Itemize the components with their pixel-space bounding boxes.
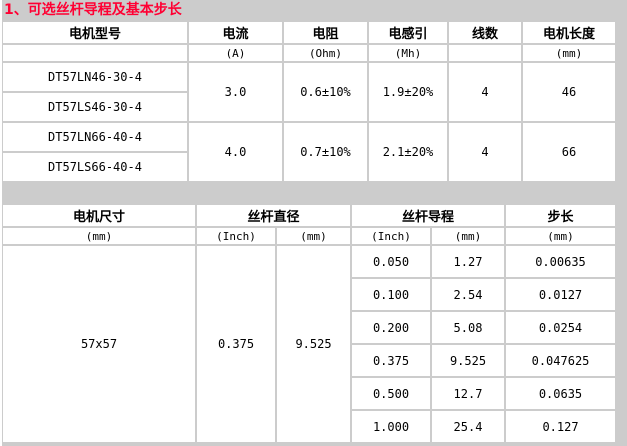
cell-lead-mm: 1.27 (432, 246, 504, 277)
col-header-motor-size: 电机尺寸 (3, 205, 195, 226)
cell-step-length: 0.127 (506, 411, 615, 442)
cell-lead-mm: 12.7 (432, 378, 504, 409)
col-header-current: 电流 (189, 22, 282, 43)
cell-current: 4.0 (189, 123, 282, 181)
cell-inductance: 1.9±20% (369, 63, 447, 121)
cell-wire-count: 4 (449, 63, 521, 121)
cell-step-length: 0.00635 (506, 246, 615, 277)
cell-step-length: 0.0254 (506, 312, 615, 343)
table-row: DT57LS66-40-4 (3, 153, 615, 181)
col-header-wire-count: 线数 (449, 22, 521, 43)
unit-lead-mm: (mm) (432, 228, 504, 244)
cell-lead-inch: 0.200 (352, 312, 430, 343)
table-row: 1.000 25.4 0.127 (3, 411, 615, 442)
cell-lead-inch: 0.050 (352, 246, 430, 277)
unit-wire-count (449, 45, 521, 61)
cell-model: DT57LN66-40-4 (3, 123, 187, 151)
motor-spec-header-row: 电机型号 电流 电阻 电感引 线数 电机长度 (3, 22, 615, 43)
table-row: 57x57 0.375 9.525 0.050 1.27 0.00635 (3, 246, 615, 442)
table-row: 0.500 12.7 0.0635 (3, 378, 615, 409)
table-row: 0.375 9.525 0.047625 (3, 345, 615, 376)
cell-motor-length: 46 (523, 63, 615, 121)
cell-diameter-inch: 0.375 (197, 246, 275, 442)
unit-diameter-inch: (Inch) (197, 228, 275, 244)
cell-motor-length: 66 (523, 123, 615, 181)
table-gap (0, 183, 627, 203)
table-row: 0.200 5.08 0.0254 (3, 312, 615, 343)
unit-current: (A) (189, 45, 282, 61)
col-header-inductance: 电感引 (369, 22, 447, 43)
cell-wire-count: 4 (449, 123, 521, 181)
cell-resistance: 0.7±10% (284, 123, 367, 181)
col-header-screw-lead: 丝杆导程 (352, 205, 504, 226)
cell-inductance: 2.1±20% (369, 123, 447, 181)
col-header-step-length: 步长 (506, 205, 615, 226)
cell-lead-mm: 2.54 (432, 279, 504, 310)
unit-step-length: (mm) (506, 228, 615, 244)
motor-spec-table: 电机型号 电流 电阻 电感引 线数 电机长度 (A) (Ohm) (Mh) (m… (1, 20, 617, 183)
table-row: DT57LS46-30-4 (3, 93, 615, 121)
cell-diameter-mm: 9.525 (277, 246, 350, 442)
cell-step-length: 0.0127 (506, 279, 615, 310)
unit-motor-model (3, 45, 187, 61)
left-edge-highlight (0, 0, 2, 446)
table-row: DT57LN46-30-4 3.0 0.6±10% 1.9±20% 4 46 (3, 63, 615, 121)
cell-step-length: 0.047625 (506, 345, 615, 376)
col-header-screw-diameter: 丝杆直径 (197, 205, 350, 226)
section-title: 1、可选丝杆导程及基本步长 (4, 2, 182, 18)
cell-model: DT57LN46-30-4 (3, 63, 187, 91)
cell-motor-size: 57x57 (3, 246, 195, 442)
unit-diameter-mm: (mm) (277, 228, 350, 244)
cell-step-length: 0.0635 (506, 378, 615, 409)
cell-resistance: 0.6±10% (284, 63, 367, 121)
col-header-resistance: 电阻 (284, 22, 367, 43)
screw-lead-units-row: (mm) (Inch) (mm) (Inch) (mm) (mm) (3, 228, 615, 244)
cell-lead-mm: 25.4 (432, 411, 504, 442)
unit-lead-inch: (Inch) (352, 228, 430, 244)
table-row: 0.100 2.54 0.0127 (3, 279, 615, 310)
col-header-motor-model: 电机型号 (3, 22, 187, 43)
cell-lead-inch: 0.500 (352, 378, 430, 409)
cell-current: 3.0 (189, 63, 282, 121)
screw-lead-header-row: 电机尺寸 丝杆直径 丝杆导程 步长 (3, 205, 615, 226)
cell-model: DT57LS66-40-4 (3, 153, 187, 181)
cell-lead-inch: 0.100 (352, 279, 430, 310)
motor-spec-units-row: (A) (Ohm) (Mh) (mm) (3, 45, 615, 61)
unit-inductance: (Mh) (369, 45, 447, 61)
unit-resistance: (Ohm) (284, 45, 367, 61)
col-header-motor-length: 电机长度 (523, 22, 615, 43)
cell-lead-inch: 1.000 (352, 411, 430, 442)
cell-lead-mm: 9.525 (432, 345, 504, 376)
cell-lead-mm: 5.08 (432, 312, 504, 343)
table-row: DT57LN66-40-4 4.0 0.7±10% 2.1±20% 4 66 (3, 123, 615, 181)
unit-motor-size: (mm) (3, 228, 195, 244)
screw-lead-table: 电机尺寸 丝杆直径 丝杆导程 步长 (mm) (Inch) (mm) (Inch… (1, 203, 617, 444)
cell-lead-inch: 0.375 (352, 345, 430, 376)
unit-motor-length: (mm) (523, 45, 615, 61)
cell-model: DT57LS46-30-4 (3, 93, 187, 121)
